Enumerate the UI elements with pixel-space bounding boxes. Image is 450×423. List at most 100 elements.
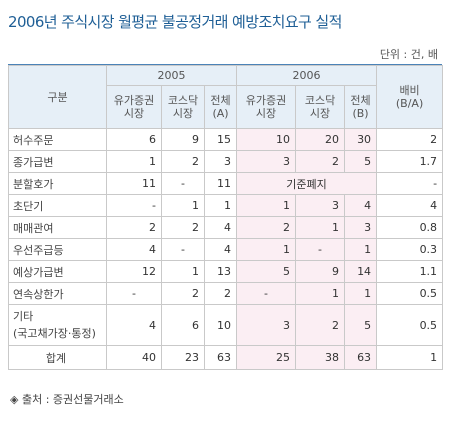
- cell: 25: [236, 345, 297, 370]
- header-kospi-2006: 유가증권 시장: [236, 85, 297, 129]
- cell: 14: [344, 260, 378, 283]
- row-label: 우선주급등: [8, 238, 107, 261]
- cell: 10: [236, 128, 297, 151]
- cell: 2: [236, 216, 297, 239]
- table-row: 분할호가 11 - 11 기준폐지 -: [8, 172, 444, 195]
- cell: 4: [203, 238, 238, 261]
- cell: 1: [344, 238, 378, 261]
- cell: 1: [161, 260, 205, 283]
- cell: 1.7: [376, 150, 444, 173]
- cell: 4: [106, 304, 162, 346]
- cell: 40: [106, 345, 162, 370]
- cell: 1: [295, 282, 346, 305]
- cell: 5: [344, 150, 378, 173]
- cell: 4: [344, 194, 378, 217]
- table-row: 허수주문 6 9 15 10 20 30 2: [8, 128, 444, 151]
- table-row: 기타 (국고채가장·통정) 4 6 10 3 2 5 0.5: [8, 304, 444, 346]
- header-year-2005: 2005: [105, 65, 238, 86]
- cell: 63: [344, 345, 378, 370]
- cell: -: [106, 282, 162, 305]
- table-row: 연속상한가 - 2 2 - 1 1 0.5: [8, 282, 444, 305]
- row-label: 종가급변: [8, 150, 107, 173]
- cell: 2: [295, 304, 346, 346]
- cell: 2: [161, 282, 205, 305]
- cell: 2: [376, 128, 444, 151]
- cell: -: [376, 172, 444, 195]
- cell: 1: [344, 282, 378, 305]
- cell: 4: [203, 216, 238, 239]
- cell: 2: [161, 150, 205, 173]
- row-label: 매매관여: [8, 216, 107, 239]
- cell: 2: [161, 216, 205, 239]
- row-label: 허수주문: [8, 128, 107, 151]
- merged-cell-abolished: 기준폐지: [236, 172, 378, 195]
- header-row-years: 구분 2005 2006 배비 (B/A): [8, 65, 444, 129]
- total-row: 합계 40 23 63 25 38 63 1: [8, 345, 444, 370]
- cell: 38: [295, 345, 346, 370]
- cell: 1: [295, 216, 346, 239]
- cell: 9: [161, 128, 205, 151]
- header-category: 구분: [8, 65, 107, 129]
- cell: 23: [161, 345, 205, 370]
- cell: 0.5: [376, 282, 444, 305]
- header-total-b: 전체 (B): [344, 85, 378, 129]
- header-ratio: 배비 (B/A): [376, 65, 444, 129]
- source-note: ◈ 출처 : 증권선물거래소: [10, 393, 124, 406]
- cell: 10: [203, 304, 238, 346]
- cell: 20: [295, 128, 346, 151]
- cell: -: [236, 282, 297, 305]
- header-row-markets: 유가증권 시장 코스닥 시장 전체 (A) 유가증권 시장 코스닥 시장 전체 (B): [9, 85, 443, 129]
- table-row: 우선주급등 4 - 4 1 - 1 0.3: [8, 238, 444, 261]
- cell: 1: [236, 238, 297, 261]
- cell: 3: [236, 150, 297, 173]
- cell: -: [161, 238, 205, 261]
- cell: 11: [106, 172, 162, 195]
- cell: 1: [161, 194, 205, 217]
- cell: 1.1: [376, 260, 444, 283]
- row-label: 분할호가: [8, 172, 107, 195]
- cell: 0.3: [376, 238, 444, 261]
- header-kosdaq-2005: 코스닥 시장: [161, 85, 205, 129]
- table-row: 초단기 - 1 1 1 3 4 4: [8, 194, 444, 217]
- table-row: 매매관여 2 2 4 2 1 3 0.8: [8, 216, 444, 239]
- cell: 30: [344, 128, 378, 151]
- cell: -: [106, 194, 162, 217]
- cell: 5: [344, 304, 378, 346]
- cell: 12: [106, 260, 162, 283]
- cell: 6: [161, 304, 205, 346]
- row-label: 기타 (국고채가장·통정): [8, 304, 107, 346]
- cell: 0.5: [376, 304, 444, 346]
- cell: 1: [203, 194, 238, 217]
- row-label: 예상가급변: [8, 260, 107, 283]
- header-kospi-2005: 유가증권 시장: [106, 85, 162, 129]
- cell: 3: [236, 304, 297, 346]
- table-row: 종가급변 1 2 3 3 2 5 1.7: [8, 150, 444, 173]
- cell: 11: [203, 172, 238, 195]
- cell: 4: [376, 194, 444, 217]
- cell: 1: [376, 345, 444, 370]
- cell: 2: [203, 282, 238, 305]
- header-total-a: 전체 (A): [203, 85, 238, 129]
- cell: 3: [203, 150, 238, 173]
- cell: 0.8: [376, 216, 444, 239]
- header-year-2006: 2006: [236, 65, 378, 86]
- row-label: 초단기: [8, 194, 107, 217]
- cell: 4: [106, 238, 162, 261]
- cell: -: [295, 238, 346, 261]
- header-kosdaq-2006: 코스닥 시장: [295, 85, 346, 129]
- cell: 5: [236, 260, 297, 283]
- statistics-table: 구분 2005 2006 배비 (B/A) 유가증권 시장 코스닥 시장 전체 (A) …: [8, 65, 444, 370]
- table-title: 2006년 주식시장 월평균 불공정거래 예방조치요구 실적: [8, 13, 342, 31]
- cell: 15: [203, 128, 238, 151]
- row-label: 연속상한가: [8, 282, 107, 305]
- cell: 1: [106, 150, 162, 173]
- cell: 1: [236, 194, 297, 217]
- cell: 2: [295, 150, 346, 173]
- cell: -: [161, 172, 205, 195]
- table-row: 예상가급변 12 1 13 5 9 14 1.1: [8, 260, 444, 283]
- cell: 3: [295, 194, 346, 217]
- unit-note: 단위 : 건, 배: [379, 48, 438, 61]
- cell: 63: [203, 345, 238, 370]
- total-label: 합계: [8, 345, 107, 370]
- cell: 2: [106, 216, 162, 239]
